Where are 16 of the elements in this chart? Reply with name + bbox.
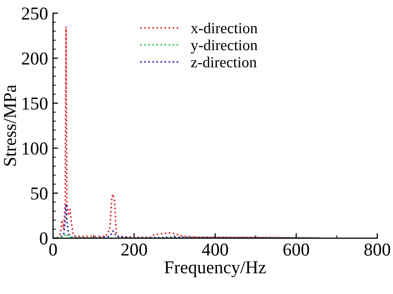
legend-label: z-direction [191, 56, 257, 68]
y-axis-title: Stress/MPa [4, 84, 16, 166]
y-tick-label: 0 [40, 232, 48, 245]
x-tick-label: 400 [202, 244, 228, 256]
x-tick-label: 600 [283, 244, 310, 256]
y-tick-label: 50 [31, 187, 48, 200]
y-tick-label: 200 [22, 52, 48, 65]
legend-label: x-direction [190, 22, 258, 34]
x-tick-label: 200 [121, 244, 147, 256]
x-axis-title: Frequency/Hz [164, 261, 266, 278]
y-tick-label: 100 [22, 142, 48, 155]
y-tick-label: 150 [22, 97, 48, 110]
legend-label: y-direction [190, 40, 258, 54]
x-tick-label: 0 [49, 244, 57, 256]
y-tick-label: 250 [22, 7, 48, 20]
x-tick-label: 800 [364, 244, 390, 256]
